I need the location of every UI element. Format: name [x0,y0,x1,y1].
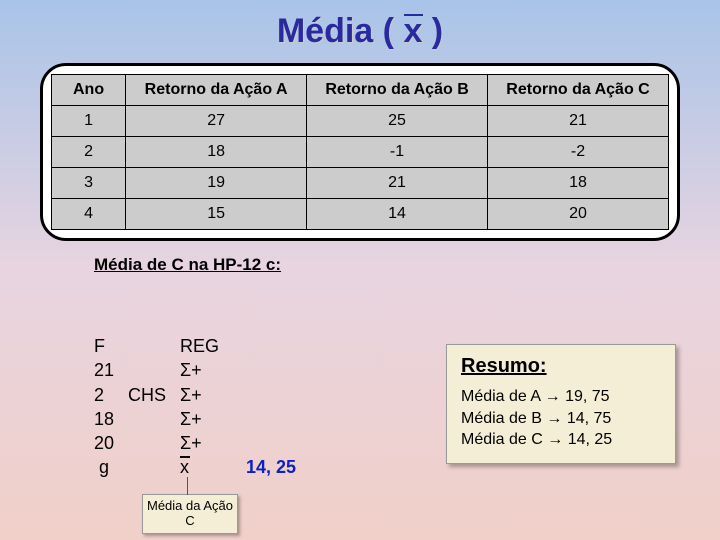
table-row: 2 18 -1 -2 [52,137,669,168]
col-c: Retorno da Ação C [488,75,669,106]
page-title: Média ( x ) [0,0,720,57]
hp12c-title: Média de C na HP-12 c: [94,255,720,275]
hp-line: 20Σ+ [94,431,296,455]
resumo-line: Média de B → 14, 75 [461,408,661,430]
hp12c-block: FREG 21Σ+ 2CHSΣ+ 18Σ+ 20Σ+ gx14, 25 [94,334,296,480]
col-a: Retorno da Ação A [126,75,307,106]
callout-media-c: Média da Ação C [142,494,238,534]
hp-result: 14, 25 [246,457,296,477]
hp-line: FREG [94,334,296,358]
col-b: Retorno da Ação B [307,75,488,106]
returns-table: Ano Retorno da Ação A Retorno da Ação B … [51,74,669,230]
resumo-line: Média de A → 19, 75 [461,386,661,408]
title-prefix: Média ( [277,12,404,50]
title-suffix: ) [422,12,443,50]
table-row: 4 15 14 20 [52,199,669,230]
col-ano: Ano [52,75,126,106]
hp-line: 18Σ+ [94,407,296,431]
xbar-symbol: x [403,12,422,51]
hp-line: 21Σ+ [94,358,296,382]
table-header-row: Ano Retorno da Ação A Retorno da Ação B … [52,75,669,106]
table-row: 3 19 21 18 [52,168,669,199]
resumo-line: Média de C → 14, 25 [461,429,661,451]
resumo-box: Resumo: Média de A → 19, 75 Média de B →… [446,344,676,464]
hp-line: gx14, 25 [94,455,296,479]
data-table-frame: Ano Retorno da Ação A Retorno da Ação B … [40,63,680,241]
hp-line: 2CHSΣ+ [94,383,296,407]
resumo-heading: Resumo: [461,355,661,378]
table-row: 1 27 25 21 [52,106,669,137]
